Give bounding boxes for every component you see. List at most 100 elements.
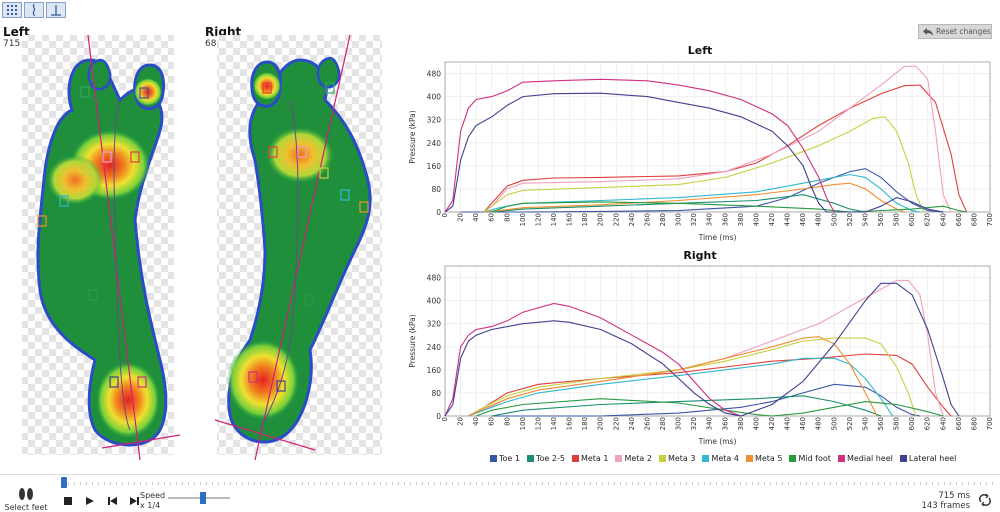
left-sensor-meta1[interactable] xyxy=(130,151,140,163)
left-sensor-medial-heel[interactable] xyxy=(137,376,147,388)
legend-item[interactable]: Mid foot xyxy=(789,454,831,463)
legend-label: Meta 4 xyxy=(711,454,739,463)
x-tick-label: 240 xyxy=(628,417,636,430)
x-tick-label: 160 xyxy=(566,417,574,430)
legend-item[interactable]: Meta 5 xyxy=(745,454,783,463)
timeline-thumb[interactable] xyxy=(61,477,67,488)
right-sensor-meta1[interactable] xyxy=(268,146,278,158)
right-sensor-medial-heel[interactable] xyxy=(248,371,258,383)
x-tick-label: 360 xyxy=(721,213,729,226)
x-tick-label: 600 xyxy=(908,417,916,430)
left-foot-time: 715 ms xyxy=(3,39,37,49)
x-tick-label: 100 xyxy=(519,213,527,226)
legend-item[interactable]: Toe 1 xyxy=(490,454,520,463)
left-sensor-midfoot[interactable] xyxy=(88,289,98,301)
x-tick-label: 500 xyxy=(830,417,838,430)
y-tick-label: 480 xyxy=(427,274,442,283)
right-sensor-meta5[interactable] xyxy=(359,201,369,213)
x-tick-label: 320 xyxy=(690,213,698,226)
plot-frame xyxy=(444,265,991,417)
legend-label: Toe 1 xyxy=(499,454,520,463)
speed-slider-track[interactable] xyxy=(168,497,230,499)
skip-forward-icon xyxy=(129,497,139,505)
left-sensor-lateral-heel[interactable] xyxy=(109,376,119,388)
x-tick-label: 60 xyxy=(488,213,496,222)
x-tick-label: 60 xyxy=(488,417,496,426)
left-sensor-meta3[interactable] xyxy=(80,163,90,175)
x-tick-label: 260 xyxy=(643,213,651,226)
legend-item[interactable]: Medial heel xyxy=(837,454,893,463)
right-foot-pressure-map[interactable] xyxy=(205,20,405,470)
legend-swatch xyxy=(745,455,753,462)
y-tick-label: 80 xyxy=(431,389,441,398)
line-view-button[interactable] xyxy=(24,2,44,18)
right-cop-trace xyxy=(259,99,299,431)
series-line-toe-1 xyxy=(491,383,920,417)
timeline-track[interactable] xyxy=(62,482,994,485)
left-sensor-meta5[interactable] xyxy=(37,215,47,227)
x-tick-label: 20 xyxy=(457,213,465,222)
x-tick-label: 220 xyxy=(612,417,620,430)
y-tick-label: 160 xyxy=(427,366,442,375)
x-tick-label: 700 xyxy=(986,213,994,226)
plot-frame xyxy=(444,61,991,213)
right-sensor-markers xyxy=(248,82,369,392)
legend-label: Mid foot xyxy=(798,454,831,463)
legend-item[interactable]: Lateral heel xyxy=(899,454,956,463)
select-feet-button[interactable]: Select feet xyxy=(4,485,48,512)
x-tick-label: 560 xyxy=(877,213,885,226)
right-sensor-meta2[interactable] xyxy=(297,146,307,158)
speed-value: x 1/4 xyxy=(140,501,161,510)
series-line-meta-5 xyxy=(483,182,905,213)
right-sensor-meta4[interactable] xyxy=(340,189,350,201)
legend-item[interactable]: Meta 4 xyxy=(702,454,739,463)
legend-item[interactable]: Meta 1 xyxy=(571,454,608,463)
legend-item[interactable]: Toe 2-5 xyxy=(526,454,565,463)
y-tick-label: 240 xyxy=(427,343,442,352)
x-tick-label: 580 xyxy=(893,417,901,430)
x-tick-label: 640 xyxy=(939,213,947,226)
chart-legend: Toe 1 Toe 2-5 Meta 1 Meta 2 Meta 3 Meta 4 Meta… xyxy=(490,454,956,463)
loop-icon[interactable] xyxy=(978,493,992,507)
right-sensor-toe25[interactable] xyxy=(325,82,335,94)
legend-item[interactable]: Meta 3 xyxy=(658,454,695,463)
legend-swatch xyxy=(571,455,579,462)
x-tick-label: 400 xyxy=(752,417,760,430)
x-axis-label: Time (ms) xyxy=(698,437,737,446)
stop-button[interactable] xyxy=(62,495,74,507)
left-sensor-meta4[interactable] xyxy=(59,195,69,207)
right-sensor-lateral-heel[interactable] xyxy=(276,380,286,392)
left-sensor-meta2[interactable] xyxy=(102,151,112,163)
right-heel-hotspot xyxy=(227,340,299,420)
undo-arrow-icon xyxy=(923,27,933,36)
skip-forward-button[interactable] xyxy=(128,495,140,507)
y-tick-label: 0 xyxy=(436,412,441,421)
right-sensor-midfoot[interactable] xyxy=(304,294,314,306)
view-toolbar xyxy=(2,2,66,18)
axis-view-button[interactable] xyxy=(46,2,66,18)
x-tick-label: 320 xyxy=(690,417,698,430)
reset-changes-button[interactable]: Reset changes xyxy=(918,24,992,39)
x-tick-label: 40 xyxy=(472,417,480,426)
series-line-medial-heel xyxy=(444,78,835,213)
left-sensor-toe25[interactable] xyxy=(80,86,90,98)
play-button[interactable] xyxy=(84,495,96,507)
grid-view-button[interactable] xyxy=(2,2,22,18)
x-tick-label: 620 xyxy=(924,417,932,430)
right-sensor-meta3[interactable] xyxy=(319,167,329,179)
left-pressure-chart[interactable]: 0 20 40 60 80 100 120 140 160 180 200 220 240 260 280 3… xyxy=(405,58,995,250)
right-pressure-chart[interactable]: 0 20 40 60 80 100 120 140 160 180 200 220 240 260 280 3… xyxy=(405,262,995,454)
legend-label: Meta 5 xyxy=(754,454,783,463)
skip-back-button[interactable] xyxy=(106,495,118,507)
legend-item[interactable]: Meta 2 xyxy=(615,454,652,463)
x-tick-label: 400 xyxy=(752,213,760,226)
x-axis-label: Time (ms) xyxy=(698,233,737,242)
left-foot-pressure-map[interactable] xyxy=(0,20,200,470)
left-sensor-toe1[interactable] xyxy=(139,87,149,99)
transport-controls xyxy=(62,495,140,507)
speed-slider-thumb[interactable] xyxy=(200,492,206,504)
legend-swatch xyxy=(490,455,497,462)
right-sensor-toe1[interactable] xyxy=(262,82,272,94)
x-tick-label: 220 xyxy=(612,213,620,226)
x-tick-label: 440 xyxy=(784,417,792,430)
